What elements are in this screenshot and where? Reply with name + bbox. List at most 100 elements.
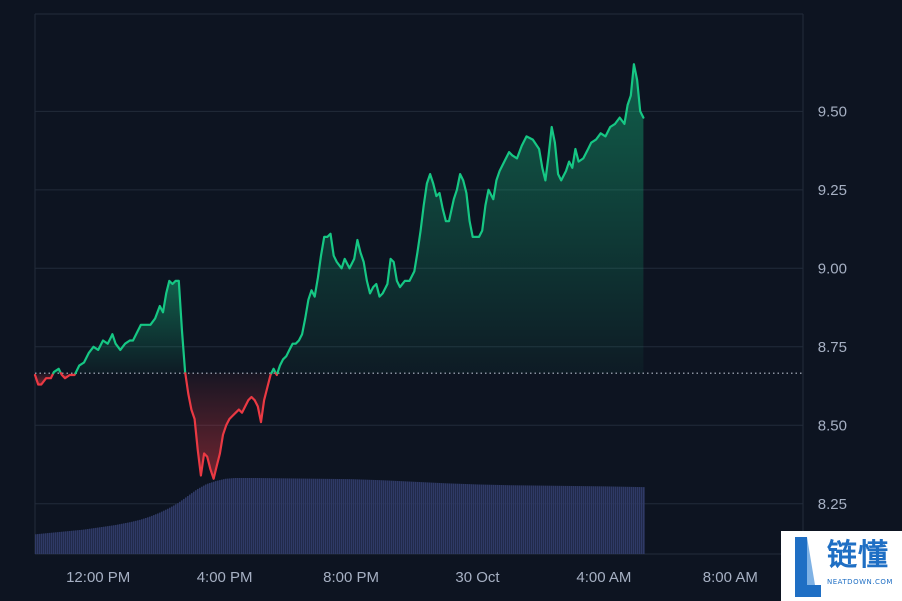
- volume-bar: [153, 515, 155, 554]
- volume-bar: [221, 479, 223, 554]
- volume-bar: [59, 531, 61, 554]
- volume-bar: [515, 485, 517, 554]
- x-tick-label: 30 Oct: [455, 569, 500, 586]
- volume-bar: [249, 478, 251, 554]
- volume-bar: [121, 523, 123, 554]
- volume-bar: [325, 478, 327, 554]
- y-tick-label: 8.75: [818, 339, 847, 356]
- volume-bar: [611, 486, 613, 554]
- volume-bar: [247, 478, 249, 554]
- volume-bar: [143, 518, 145, 554]
- volume-bar: [355, 479, 357, 554]
- price-line-down: [184, 372, 273, 480]
- volume-bar: [475, 484, 477, 554]
- volume-bar: [627, 486, 629, 554]
- volume-bar: [335, 478, 337, 554]
- volume-bar: [633, 486, 635, 554]
- volume-bar: [461, 483, 463, 554]
- volume-bar: [259, 478, 261, 554]
- volume-bar: [493, 484, 495, 554]
- volume-bar: [109, 525, 111, 554]
- volume-bar: [77, 530, 79, 554]
- volume-bar: [173, 505, 175, 554]
- volume-bar: [383, 480, 385, 554]
- area-below-baseline: [35, 373, 54, 385]
- volume-bar: [405, 481, 407, 554]
- volume-bar: [43, 533, 45, 554]
- volume-bar: [245, 478, 247, 554]
- volume-bar: [285, 478, 287, 554]
- volume-bar: [291, 478, 293, 554]
- volume-bar: [63, 531, 65, 554]
- volume-bar: [333, 478, 335, 554]
- volume-bar: [635, 486, 637, 554]
- volume-bar: [397, 480, 399, 554]
- volume-bar: [41, 533, 43, 554]
- volume-bar: [641, 487, 643, 554]
- volume-bar: [35, 534, 37, 554]
- volume-bar: [459, 483, 461, 554]
- volume-bar: [111, 525, 113, 554]
- volume-bar: [155, 514, 157, 554]
- area-above-baseline: [277, 64, 644, 374]
- volume-bar: [601, 486, 603, 554]
- volume-bar: [395, 480, 397, 554]
- volume-bar: [559, 485, 561, 554]
- volume-bar: [207, 483, 209, 554]
- volume-bar: [557, 485, 559, 554]
- x-tick-label: 12:00 PM: [66, 569, 130, 586]
- volume-bar: [487, 484, 489, 554]
- volume-bar: [441, 483, 443, 554]
- volume-bar: [369, 479, 371, 554]
- volume-bar: [89, 528, 91, 554]
- volume-bar: [211, 482, 213, 554]
- volume-bar: [379, 480, 381, 554]
- volume-bar: [161, 511, 163, 554]
- volume-bar: [191, 493, 193, 554]
- watermark: 链懂 NEATDOWN.COM: [781, 531, 902, 601]
- y-axis: 9.50 9.25 9.00 8.75 8.50 8.25: [818, 103, 847, 512]
- volume-bar: [577, 486, 579, 554]
- volume-bar: [341, 479, 343, 554]
- volume-bar: [255, 478, 257, 554]
- volume-bar: [457, 483, 459, 554]
- watermark-title: 链懂: [827, 538, 889, 573]
- volume-bar: [455, 483, 457, 554]
- volume-bar: [569, 485, 571, 554]
- volume-bar: [471, 484, 473, 554]
- volume-bar: [263, 478, 265, 554]
- volume-bar: [279, 478, 281, 554]
- volume-bar: [215, 481, 217, 554]
- volume-bar: [571, 485, 573, 554]
- volume-bar: [359, 479, 361, 554]
- volume-bar: [45, 533, 47, 554]
- volume-bar: [175, 504, 177, 554]
- volume-bar: [435, 482, 437, 554]
- volume-bar: [267, 478, 269, 554]
- volume-bar: [227, 478, 229, 554]
- volume-bar: [83, 529, 85, 554]
- volume-bar: [523, 485, 525, 554]
- volume-bar: [529, 485, 531, 554]
- volume-bar: [643, 487, 645, 554]
- price-line-down: [59, 372, 77, 380]
- volume-bar: [37, 534, 39, 554]
- volume-bar: [317, 478, 319, 554]
- volume-bar: [305, 478, 307, 554]
- volume-bar: [445, 483, 447, 554]
- volume-bar: [625, 486, 627, 554]
- volume-bar: [163, 510, 165, 554]
- volume-bar: [327, 478, 329, 554]
- volume-bar: [273, 478, 275, 554]
- volume-bar: [511, 485, 513, 554]
- volume-bar: [323, 478, 325, 554]
- volume-bar: [419, 482, 421, 554]
- volume-bar: [297, 478, 299, 554]
- price-line[interactable]: [33, 63, 645, 480]
- volume-bar: [113, 525, 115, 554]
- volume-bar: [277, 478, 279, 554]
- volume-bar: [345, 479, 347, 554]
- volume-bar: [603, 486, 605, 554]
- volume-bar: [503, 485, 505, 554]
